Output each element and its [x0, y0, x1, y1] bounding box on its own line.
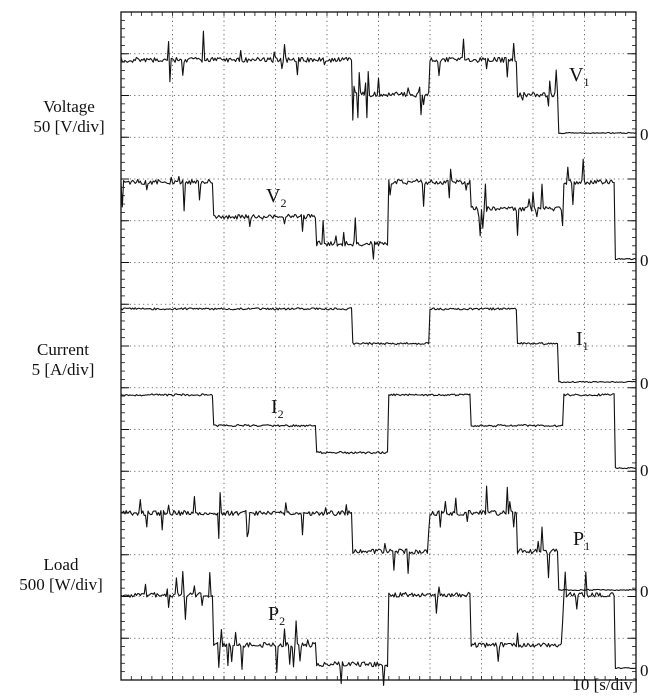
zero-marker-p1: 0: [640, 582, 648, 601]
zero-marker-p2: 0: [640, 661, 648, 680]
trace-label-v1: V1: [569, 64, 590, 89]
trace-label-p1: P1: [573, 528, 591, 553]
current-scale: 5 [A/div]: [31, 360, 95, 379]
trace-p2: [120, 570, 637, 686]
zero-marker-v1: 0: [640, 125, 648, 144]
trace-i2: [120, 393, 637, 470]
current-group-label: Current 5 [A/div]: [4, 340, 122, 380]
load-scale: 500 [W/div]: [19, 575, 103, 594]
trace-i1: [120, 307, 636, 384]
zero-marker-i1: 0: [640, 374, 648, 393]
plot-frame: [120, 11, 637, 681]
trace-label-v2: V2: [266, 185, 287, 210]
trace-v1: [120, 30, 637, 135]
voltage-scale: 50 [V/div]: [33, 117, 105, 136]
load-name: Load: [43, 555, 79, 574]
voltage-group-label: Voltage 50 [V/div]: [14, 97, 124, 137]
voltage-name: Voltage: [43, 97, 95, 116]
zero-marker-i2: 0: [640, 461, 648, 480]
trace-label-p2: P2: [268, 603, 286, 628]
zero-marker-v2: 0: [640, 251, 648, 270]
current-name: Current: [37, 340, 89, 359]
trace-p1: [120, 485, 637, 592]
load-group-label: Load 500 [W/div]: [2, 555, 120, 595]
trace-v2: [120, 158, 637, 261]
trace-label-i1: I1: [576, 328, 589, 353]
trace-label-i2: I2: [271, 396, 284, 421]
x-scale-label: 10 [s/div]: [572, 675, 638, 694]
